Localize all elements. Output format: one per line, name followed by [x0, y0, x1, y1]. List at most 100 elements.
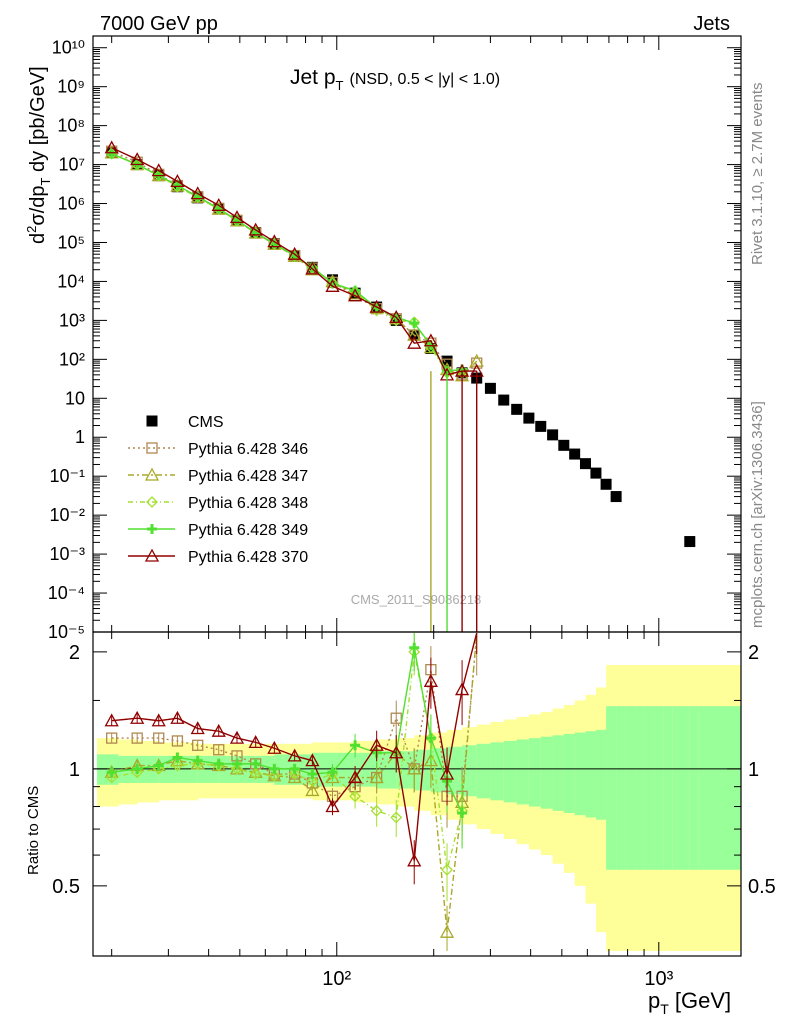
bottom-panel-frame: [92, 631, 742, 957]
ratio-point: [268, 769, 281, 782]
legend-label: Pythia 6.428 346: [188, 441, 308, 458]
legend-label: Pythia 6.428 349: [188, 522, 308, 539]
data-point: [547, 429, 559, 441]
data-point: [229, 210, 245, 224]
ratio-point: [289, 763, 300, 774]
band-inner-bin: [635, 706, 646, 870]
data-point: [600, 478, 612, 490]
band-inner-bin: [503, 740, 518, 803]
ratio-point: [369, 737, 384, 751]
ratio-point: [407, 853, 422, 867]
cms-uncertainty-bands: [93, 665, 742, 951]
ratio-point: [306, 775, 319, 788]
ratio-point: [171, 735, 184, 747]
ratio-point: [305, 783, 320, 797]
data-point: [423, 333, 438, 347]
ratio-point: [153, 760, 164, 771]
band-inner-bin: [625, 706, 636, 870]
legend-marker: [146, 496, 158, 508]
y-tick-label-bottom-right: 2: [748, 642, 759, 664]
data-point: [369, 299, 384, 313]
data-point: [441, 355, 453, 367]
legend: CMS Pythia 6.428 346 Pythia 6.428 347 Pythi…: [128, 414, 308, 566]
band-inner-bin: [516, 739, 530, 805]
legend-marker: [144, 548, 160, 562]
ratio-point: [171, 759, 184, 772]
ratio-point: [231, 762, 243, 775]
ratio-point: [151, 713, 166, 727]
ratio-point: [439, 924, 455, 938]
mcplots-label: mcplots.cern.ch [arXiv:1306.3436]: [749, 401, 766, 628]
band-inner-bin: [595, 729, 607, 820]
y-tick-label-top: 10⁷: [58, 155, 85, 175]
band-inner-bin: [672, 706, 682, 870]
band-inner-bin: [528, 738, 542, 807]
ratio-point: [248, 735, 263, 749]
y-tick-label-bottom: 2: [69, 642, 80, 664]
y-tick-label-top: 1: [75, 427, 85, 447]
data-point: [569, 448, 581, 460]
ratio-point: [327, 767, 338, 778]
y-axis-label-bottom: Ratio to CMS: [25, 786, 42, 875]
data-point: [325, 278, 340, 292]
data-point: [104, 140, 119, 154]
legend-label: Pythia 6.428 348: [188, 495, 308, 512]
ratio-point: [249, 768, 262, 780]
data-point: [590, 467, 602, 479]
ratio-series: [104, 632, 478, 951]
x-tick-label: 10²: [322, 968, 351, 990]
band-inner-bin: [616, 706, 627, 870]
band-inner-bin: [698, 706, 742, 870]
band-inner-bin: [606, 706, 617, 870]
data-point: [409, 318, 420, 329]
band-inner-bin: [552, 735, 565, 811]
rivet-label: Rivet 3.1.10, ≥ 2.7M events: [749, 83, 766, 266]
ratio-point: [172, 752, 183, 763]
ratio-point: [104, 713, 119, 727]
band-inner-bin: [644, 706, 655, 870]
y-tick-label-top: 10⁹: [57, 77, 85, 97]
data-point: [558, 439, 570, 451]
data-point: [511, 403, 523, 415]
band-inner-bin: [663, 706, 673, 870]
legend-label: Pythia 6.428 347: [188, 468, 308, 485]
data-point: [248, 222, 263, 236]
ratio-point: [369, 770, 384, 784]
ratio-point: [409, 642, 420, 653]
band-inner-bin: [177, 755, 199, 783]
ratio-point: [439, 766, 455, 780]
ratio-point: [132, 763, 143, 774]
y-tick-label-top: 10⁴: [57, 271, 85, 291]
band-inner-bin: [476, 743, 491, 799]
band-inner-bin: [563, 733, 576, 813]
data-point: [305, 261, 320, 275]
header-right: Jets: [693, 13, 730, 35]
ratio-point: [349, 790, 362, 803]
data-point: [170, 174, 185, 188]
data-series: [104, 140, 696, 632]
y-tick-label-bottom: 0.5: [52, 876, 80, 898]
data-point: [610, 491, 622, 503]
y-tick-label-top: 10⁻⁵: [48, 622, 85, 642]
data-point: [498, 394, 510, 406]
ratio-point: [288, 768, 301, 780]
legend-marker: [146, 442, 158, 454]
ratio-point: [106, 767, 117, 778]
y-tick-label-top: 10⁻³: [49, 544, 85, 564]
data-point: [190, 186, 205, 200]
ratio-point: [457, 807, 468, 818]
ratio-point: [231, 758, 242, 769]
ratio-point: [267, 740, 282, 754]
band-inner-bin: [574, 732, 586, 816]
ratio-point: [192, 739, 204, 751]
ratio-point: [287, 748, 302, 762]
legend-marker: [144, 467, 160, 481]
top-axis-ticks: 10² 10³10⁻⁵10⁻⁴10⁻³10⁻²10⁻¹11010²10³10⁴10…: [48, 35, 776, 990]
plot-title: Jet pT (NSD, 0.5 < |y| < 1.0): [290, 66, 500, 93]
ratio-point: [325, 799, 340, 813]
ratio-point: [425, 733, 436, 744]
ratio-point: [305, 753, 320, 767]
ratio-point: [170, 710, 185, 724]
ratio-point: [106, 732, 118, 744]
legend-label: CMS: [188, 414, 224, 431]
